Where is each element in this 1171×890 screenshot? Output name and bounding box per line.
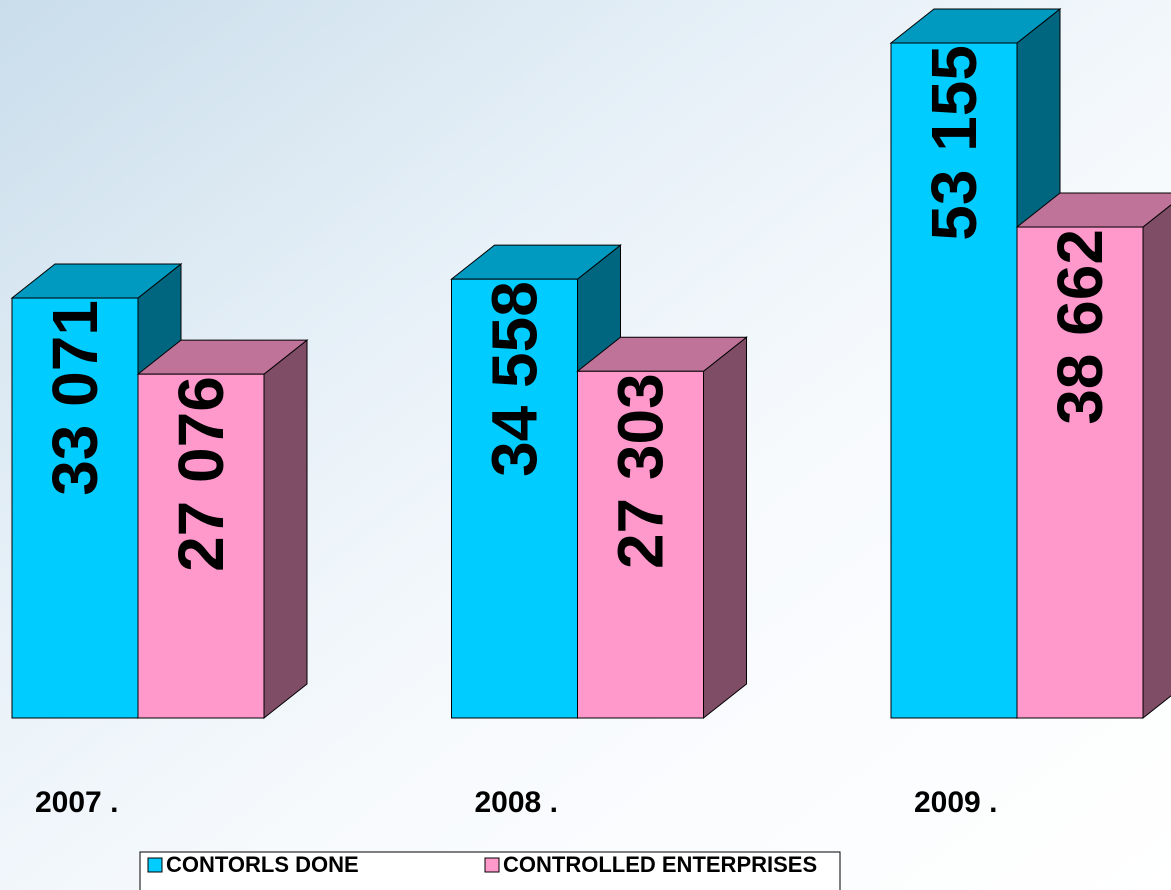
bar	[11, 297, 139, 719]
bar	[577, 370, 704, 719]
bar-side	[263, 339, 308, 720]
x-tick-label: 2009 .	[914, 786, 997, 819]
value-label: 27 076	[165, 376, 237, 572]
bar-side	[1142, 204, 1171, 720]
legend-label: CONTORLS DONE	[166, 852, 359, 877]
legend-swatch	[147, 857, 163, 873]
x-tick-label: 2008 .	[475, 786, 558, 819]
value-label: 33 071	[39, 300, 111, 496]
bar	[1016, 226, 1144, 719]
legend-label: CONTROLLED ENTERPRISES	[503, 852, 817, 877]
bar	[451, 278, 578, 719]
value-label: 53 155	[918, 45, 990, 241]
bar	[890, 42, 1018, 719]
value-label: 34 558	[479, 281, 551, 477]
value-label: 38 662	[1044, 229, 1116, 425]
x-tick-label: 2007 .	[35, 786, 118, 819]
value-label: 27 303	[605, 373, 677, 569]
legend-swatch	[484, 857, 500, 873]
bar-side	[703, 336, 747, 720]
bar	[137, 373, 265, 719]
